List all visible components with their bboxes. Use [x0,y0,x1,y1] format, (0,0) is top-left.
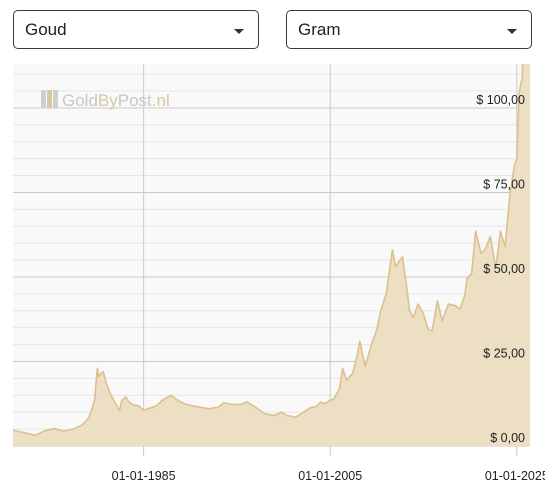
chevron-down-icon [234,29,244,34]
y-tick-label: $ 100,00 [476,93,525,107]
x-tick-label: 01-01-2025 [485,469,545,483]
metal-select[interactable]: Goud [13,10,259,49]
y-tick-label: $ 75,00 [483,177,525,191]
gold-bars-icon [41,90,58,108]
logo-wordmark: GoldByPost.nl [62,91,170,110]
unit-select-value: Gram [298,20,341,39]
x-tick-label: 01-01-1985 [112,469,176,483]
x-tick-label: 01-01-2005 [298,469,362,483]
price-line [13,64,524,436]
unit-select[interactable]: Gram [286,10,532,49]
metal-select-value: Goud [25,20,67,39]
price-area [13,64,530,446]
y-tick-label: $ 25,00 [483,346,525,360]
x-axis-labels: 01-01-1985 01-01-2005 01-01-2025 [112,469,545,483]
y-tick-label: $ 50,00 [483,262,525,276]
y-axis-labels: $ 0,00 $ 25,00 $ 50,00 $ 75,00 $ 100,00 [476,93,525,445]
y-tick-label: $ 0,00 [490,431,525,445]
goldbypost-logo: GoldByPost.nl [41,90,170,110]
chevron-down-icon [507,29,517,34]
